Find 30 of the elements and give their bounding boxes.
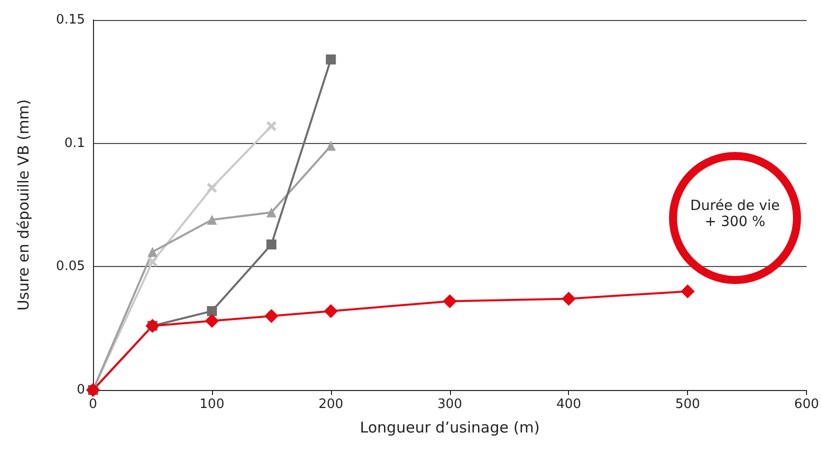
- y-tick-label: 0.1: [64, 136, 85, 151]
- y-tick-label: 0: [76, 382, 85, 398]
- point: [147, 256, 158, 267]
- x-tick-label: 600: [794, 397, 820, 412]
- point: [206, 182, 217, 193]
- point: [147, 246, 158, 257]
- point: [264, 309, 278, 323]
- x-tick-label: 500: [675, 397, 700, 412]
- point: [266, 207, 276, 218]
- point: [206, 306, 217, 316]
- point: [266, 121, 276, 132]
- point: [326, 54, 336, 64]
- x-tick-label: 300: [437, 397, 462, 412]
- y-tick-label: 0.15: [56, 12, 85, 28]
- y-tick-label: 0.05: [56, 259, 85, 274]
- x-tick-label: 200: [318, 397, 344, 412]
- point: [680, 284, 695, 298]
- point: [442, 294, 457, 308]
- point: [266, 239, 276, 250]
- point: [326, 140, 336, 151]
- point: [204, 314, 219, 328]
- point: [324, 304, 338, 318]
- point: [206, 214, 217, 225]
- x-tick-label: 100: [200, 397, 224, 412]
- y-axis-title: Usure en dépouille VB (mm): [14, 99, 32, 311]
- point: [562, 292, 576, 306]
- x-tick-label: 400: [556, 397, 582, 412]
- x-tick-label: 0: [88, 397, 98, 412]
- annotation: Durée de vie + 300 %: [689, 198, 781, 230]
- x-axis-title: Longueur d’usinage (m): [360, 418, 540, 436]
